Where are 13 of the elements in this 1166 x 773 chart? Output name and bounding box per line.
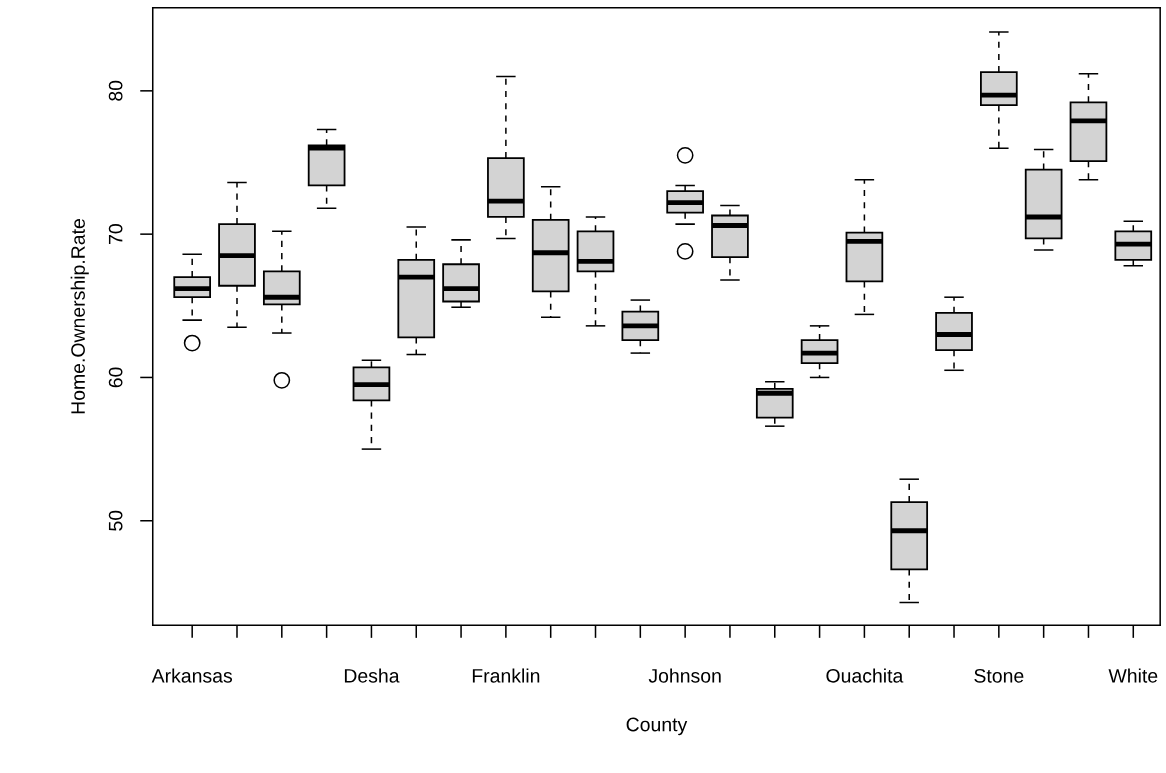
y-tick-label: 60: [108, 367, 123, 388]
y-tick-label: 80: [108, 80, 123, 101]
x-axis-title: County: [626, 717, 688, 736]
y-tick-label: 50: [108, 510, 123, 531]
x-tick-label: Johnson: [648, 668, 721, 683]
y-axis-title: Home.Ownership.Rate: [70, 219, 89, 414]
x-tick-label: Ouachita: [826, 668, 904, 683]
y-tick-label: 70: [108, 224, 123, 244]
x-tick-label: Franklin: [472, 668, 540, 683]
x-tick-label: Stone: [974, 668, 1024, 683]
x-tick-label: Arkansas: [151, 668, 233, 683]
x-tick-label: White: [1108, 668, 1158, 683]
x-tick-label: Desha: [344, 668, 400, 683]
